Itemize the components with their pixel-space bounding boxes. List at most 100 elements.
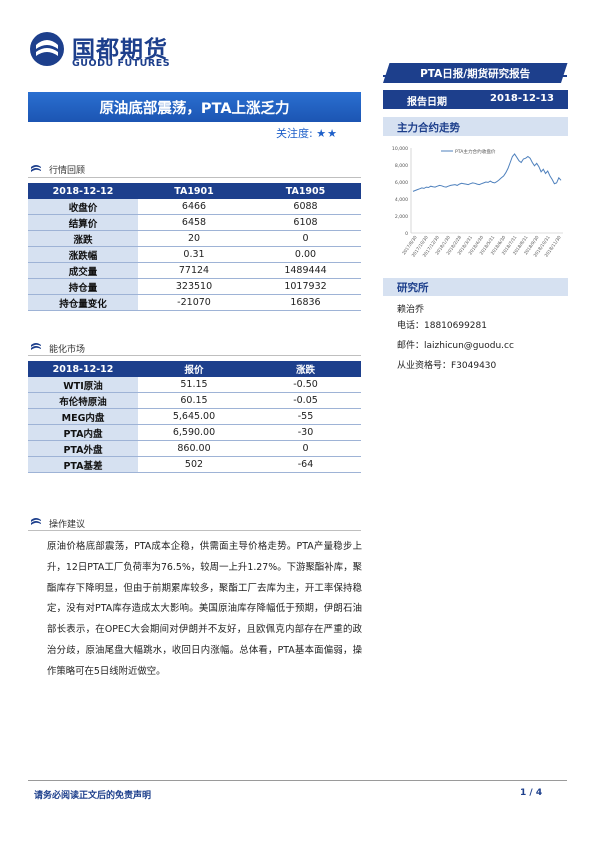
research-section-title: 研究所: [397, 282, 429, 294]
report-date-label: 报告日期: [407, 97, 447, 108]
attention-stars: ★★: [316, 127, 338, 140]
cell-value: 51.15: [138, 377, 250, 393]
row-label: 涨跌: [28, 230, 138, 247]
footer-disclaimer: 请务必阅读正文后的免责声明: [34, 791, 152, 801]
y-tick-label: 10,000: [392, 146, 408, 152]
section-divider: [28, 355, 361, 356]
section-divider: [28, 530, 361, 531]
cell-value: 6,590.00: [138, 424, 250, 441]
section-title-market-review: 行情回顾: [49, 166, 86, 176]
table-row: PTA基差 502 -64: [28, 456, 361, 473]
row-label: 持仓量: [28, 278, 138, 295]
table-header-row: 2018-12-12 TA1901 TA1905: [28, 183, 361, 199]
report-date-bar: 报告日期 2018-12-13: [383, 90, 568, 109]
table-row: 布伦特原油 60.15 -0.05: [28, 392, 361, 409]
row-label: 收盘价: [28, 199, 138, 215]
logo-icon: [30, 32, 64, 66]
report-type-tab: PTA日报/期货研究报告: [383, 63, 568, 83]
cell-value: 0: [250, 230, 361, 247]
cell-value: 6108: [250, 214, 361, 231]
row-label: 涨跌幅: [28, 246, 138, 263]
researcher-email: 邮件：laizhicun@guodu.cc: [397, 341, 514, 351]
cell-value: 0.00: [250, 246, 361, 263]
row-label: MEG内盘: [28, 408, 138, 425]
table-row: 结算价 6458 6108: [28, 214, 361, 231]
price-line-chart: 02,0004,0006,0008,00010,0002017/8/302017…: [392, 146, 563, 258]
cell-value: 1489444: [250, 262, 361, 279]
report-title: 原油底部震荡，PTA上涨乏力: [28, 92, 361, 122]
cell-value: 6466: [138, 199, 250, 215]
table-header-row: 2018-12-12 报价 涨跌: [28, 361, 361, 377]
attention-label: 关注度:: [276, 127, 313, 140]
footer-rule: [28, 780, 567, 781]
cell-value: 860.00: [138, 440, 250, 457]
report-date-value: 2018-12-13: [490, 93, 554, 104]
row-label: PTA外盘: [28, 440, 138, 457]
researcher-phone: 电话：18810699281: [397, 321, 487, 331]
cell-value: -21070: [138, 294, 250, 311]
section-title-advice: 操作建议: [49, 520, 86, 530]
table-row: PTA内盘 6,590.00 -30: [28, 424, 361, 441]
cell-value: 323510: [138, 278, 250, 295]
table-row: 收盘价 6466 6088: [28, 199, 361, 215]
chart-section-header: 主力合约走势: [383, 117, 568, 136]
legend-label: PTA主力合约收盘价: [455, 148, 496, 155]
section-title-energy-market: 能化市场: [49, 345, 86, 355]
series-line: [412, 153, 562, 192]
section-bullet-icon: [31, 343, 41, 350]
cell-value: 502: [138, 456, 250, 473]
brand-name-cn: 国都期货: [72, 37, 168, 63]
column-header: 2018-12-12: [28, 361, 138, 377]
section-bullet-icon: [31, 518, 41, 525]
cell-value: -30: [250, 424, 361, 441]
row-label: WTI原油: [28, 377, 138, 393]
row-label: PTA基差: [28, 456, 138, 473]
researcher-name: 赖治乔: [397, 305, 425, 315]
column-header: 2018-12-12: [28, 183, 138, 199]
cell-value: 60.15: [138, 392, 250, 409]
cell-value: -55: [250, 408, 361, 425]
section-divider: [28, 177, 361, 178]
cell-value: 0: [250, 440, 361, 457]
row-label: 结算价: [28, 214, 138, 231]
market-review-table: 2018-12-12 TA1901 TA1905 收盘价 6466 6088 结算价…: [28, 183, 361, 311]
research-section-header: 研究所: [383, 278, 568, 296]
cell-value: 16836: [250, 294, 361, 311]
y-tick-label: 0: [405, 231, 408, 237]
y-tick-label: 6,000: [395, 180, 408, 186]
table-row: 涨跌 20 0: [28, 230, 361, 247]
cell-value: -0.05: [250, 392, 361, 409]
attention-rating: 关注度: ★★: [276, 125, 338, 141]
row-label: 持仓量变化: [28, 294, 138, 311]
cell-value: 1017932: [250, 278, 361, 295]
y-tick-label: 2,000: [395, 214, 408, 220]
table-row: 涨跌幅 0.31 0.00: [28, 246, 361, 263]
energy-market-table: 2018-12-12 报价 涨跌 WTI原油 51.15 -0.50 布伦特原油 60…: [28, 361, 361, 473]
section-bullet-icon: [31, 165, 41, 172]
table-row: WTI原油 51.15 -0.50: [28, 377, 361, 393]
cell-value: 6088: [250, 199, 361, 215]
row-label: 成交量: [28, 262, 138, 279]
chart-section-title: 主力合约走势: [397, 122, 460, 134]
advice-text: 原油价格底部震荡，PTA成本企稳，供需面主导价格走势。PTA产量稳步上升，12日…: [47, 541, 362, 677]
table-row: MEG内盘 5,645.00 -55: [28, 408, 361, 425]
cell-value: -64: [250, 456, 361, 473]
cell-value: 0.31: [138, 246, 250, 263]
page-number: 1 / 4: [520, 788, 543, 798]
column-header: TA1901: [138, 183, 250, 199]
researcher-license: 从业资格号：F3049430: [397, 361, 497, 371]
report-type: PTA日报/期货研究报告: [420, 67, 531, 80]
column-header: 报价: [138, 361, 250, 377]
y-tick-label: 8,000: [395, 163, 408, 169]
row-label: 布伦特原油: [28, 392, 138, 409]
table-row: 持仓量变化 -21070 16836: [28, 294, 361, 311]
cell-value: 6458: [138, 214, 250, 231]
column-header: 涨跌: [250, 361, 361, 377]
cell-value: 77124: [138, 262, 250, 279]
cell-value: -0.50: [250, 377, 361, 393]
table-row: 持仓量 323510 1017932: [28, 278, 361, 295]
cell-value: 5,645.00: [138, 408, 250, 425]
brand-name-en: GUODU FUTURES: [72, 58, 171, 69]
table-row: 成交量 77124 1489444: [28, 262, 361, 279]
table-row: PTA外盘 860.00 0: [28, 440, 361, 457]
